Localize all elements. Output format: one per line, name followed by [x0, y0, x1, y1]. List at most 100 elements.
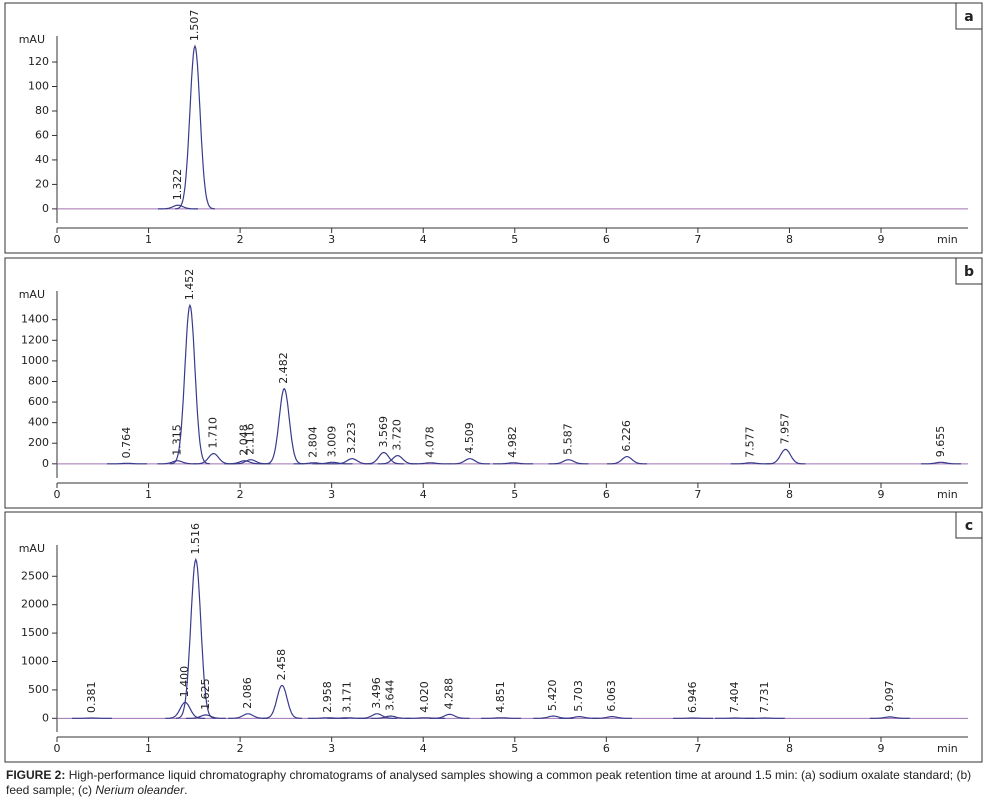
- peak-label: 7.577: [744, 426, 757, 458]
- panel-frame: [4, 257, 983, 509]
- y-tick-label: 20: [35, 177, 49, 190]
- panel-label-box: [955, 511, 983, 539]
- y-tick-label: 60: [35, 128, 49, 141]
- x-tick-label: 1: [145, 233, 152, 246]
- y-tick-label: 1000: [21, 655, 49, 668]
- y-tick-label: 1000: [21, 354, 49, 367]
- y-axis-title: mAU: [19, 288, 45, 301]
- peak-label: 7.957: [779, 413, 792, 445]
- x-tick-label: 9: [878, 488, 885, 501]
- caption-end: .: [184, 783, 188, 797]
- caption-species: Nerium oleander: [95, 783, 185, 797]
- y-tick-label: 200: [28, 436, 49, 449]
- peak-label: 1.452: [183, 269, 196, 301]
- x-tick-label: 5: [511, 742, 518, 755]
- peak-label: 4.982: [506, 426, 519, 458]
- x-tick-label: 8: [786, 742, 793, 755]
- peak-label: 0.764: [120, 427, 133, 459]
- peak: [607, 455, 647, 465]
- peak: [921, 461, 961, 465]
- panel-label: b: [964, 264, 974, 280]
- peak-label: 5.587: [562, 423, 575, 455]
- peak-label: 5.703: [572, 680, 585, 712]
- peak-label: 3.009: [325, 426, 338, 458]
- x-tick-label: 4: [420, 742, 427, 755]
- y-tick-label: 400: [28, 416, 49, 429]
- peak: [592, 716, 633, 719]
- peak: [493, 462, 534, 465]
- peak: [264, 387, 305, 465]
- peak-label: 3.223: [345, 422, 358, 454]
- peak: [175, 44, 215, 210]
- peak: [730, 462, 771, 465]
- y-tick-label: 1400: [21, 313, 49, 326]
- x-tick-label: 7: [694, 488, 701, 501]
- x-tick-label: 3: [328, 742, 335, 755]
- peak-label: 3.171: [340, 681, 353, 713]
- peak: [228, 713, 268, 719]
- peak-label: 4.509: [463, 422, 476, 454]
- panel-label: a: [964, 9, 973, 25]
- peak-label: 2.958: [321, 681, 334, 713]
- x-tick-label: 8: [786, 488, 793, 501]
- peak-label: 7.404: [728, 682, 741, 714]
- peak-label: 6.226: [620, 420, 633, 452]
- peak-label: 2.458: [275, 649, 288, 681]
- x-tick-label: 3: [328, 233, 335, 246]
- peak: [357, 713, 398, 719]
- y-tick-label: 2500: [21, 569, 49, 582]
- panel-label: c: [965, 518, 973, 534]
- y-tick-label: 2000: [21, 598, 49, 611]
- peak: [175, 557, 216, 719]
- peak-label: 1.400: [178, 666, 191, 698]
- panel-frame: [4, 2, 983, 254]
- peak: [429, 713, 470, 719]
- peak-label: 2.048: [238, 424, 251, 456]
- x-tick-label: 3: [328, 488, 335, 501]
- x-tick-label: 4: [420, 488, 427, 501]
- peak-label: 0.381: [85, 682, 98, 714]
- x-tick-label: 6: [603, 233, 610, 246]
- peak: [410, 462, 451, 465]
- peak: [869, 716, 910, 719]
- x-tick-label: 5: [511, 233, 518, 246]
- x-tick-label: 2: [237, 233, 244, 246]
- peak-label: 3.720: [391, 419, 404, 451]
- peak-label: 4.851: [494, 681, 507, 713]
- y-tick-label: 1200: [21, 333, 49, 346]
- x-axis-unit: min: [937, 233, 958, 246]
- peak-label: 6.063: [605, 680, 618, 712]
- x-tick-label: 5: [511, 488, 518, 501]
- x-tick-label: 6: [603, 742, 610, 755]
- y-tick-label: 600: [28, 395, 49, 408]
- peak-label: 9.655: [934, 426, 947, 458]
- peak-label: 7.731: [758, 682, 771, 714]
- peak: [262, 684, 302, 719]
- x-tick-label: 9: [878, 742, 885, 755]
- peak: [169, 303, 210, 465]
- peak-label: 3.496: [370, 677, 383, 709]
- peak-label: 2.804: [307, 426, 320, 458]
- x-tick-label: 0: [54, 742, 61, 755]
- x-tick-label: 2: [237, 488, 244, 501]
- panel-frame: [4, 511, 983, 763]
- caption-text: High-performance liquid chromatography c…: [6, 768, 972, 797]
- y-tick-label: 80: [35, 104, 49, 117]
- x-tick-label: 8: [786, 233, 793, 246]
- peak-label: 2.482: [277, 352, 290, 384]
- x-tick-label: 0: [54, 233, 61, 246]
- peak-label: 9.097: [883, 680, 896, 712]
- peak: [449, 458, 490, 465]
- x-tick-label: 1: [145, 742, 152, 755]
- x-tick-label: 7: [694, 233, 701, 246]
- y-axis-title: mAU: [19, 33, 45, 46]
- y-tick-label: 0: [42, 202, 49, 215]
- peak-label: 4.288: [443, 678, 456, 710]
- y-tick-label: 1500: [21, 626, 49, 639]
- x-tick-label: 9: [878, 233, 885, 246]
- y-tick-label: 500: [28, 683, 49, 696]
- peak-label: 1.322: [171, 169, 184, 201]
- peak: [363, 451, 404, 465]
